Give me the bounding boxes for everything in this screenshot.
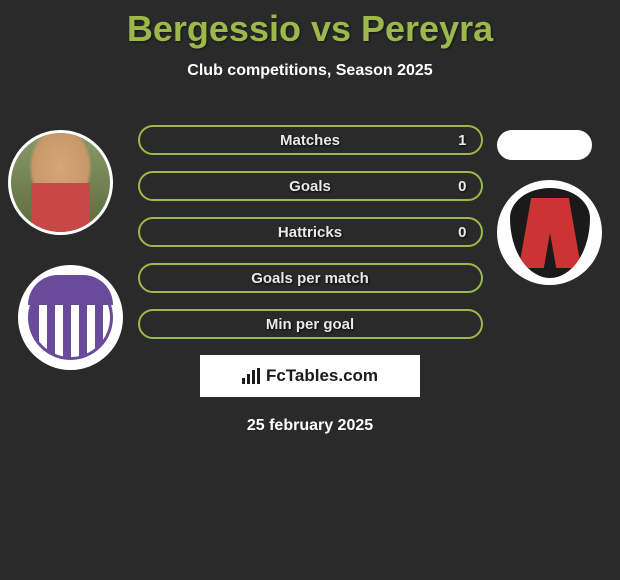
- stat-row-goals: Goals 0: [138, 171, 483, 201]
- stat-value-right: 0: [458, 224, 466, 241]
- player-right-avatar: [497, 130, 592, 160]
- stat-row-hattricks: Hattricks 0: [138, 217, 483, 247]
- stat-label: Goals per match: [251, 270, 369, 287]
- stat-row-matches: Matches 1: [138, 125, 483, 155]
- page-title: Bergessio vs Pereyra: [0, 0, 620, 50]
- player-left-avatar: [8, 130, 113, 235]
- stat-label: Hattricks: [278, 224, 342, 241]
- stat-label: Matches: [280, 132, 340, 149]
- date-text: 25 february 2025: [138, 417, 483, 435]
- stat-label: Goals: [289, 178, 331, 195]
- fctables-badge[interactable]: FcTables.com: [200, 355, 420, 397]
- tristan-suarez-logo-icon: [28, 275, 113, 360]
- page-subtitle: Club competitions, Season 2025: [0, 62, 620, 80]
- stats-container: Matches 1 Goals 0 Hattricks 0 Goals per …: [138, 110, 483, 435]
- stat-label: Min per goal: [266, 316, 354, 333]
- stat-row-goals-per-match: Goals per match: [138, 263, 483, 293]
- stat-value-right: 1: [458, 132, 466, 149]
- content-area: Matches 1 Goals 0 Hattricks 0 Goals per …: [0, 110, 620, 435]
- player-face-icon: [11, 133, 110, 232]
- chart-icon: [242, 368, 262, 384]
- fctables-text: FcTables.com: [266, 366, 378, 386]
- club-logo-left: [18, 265, 123, 370]
- stat-row-min-per-goal: Min per goal: [138, 309, 483, 339]
- cap-logo-icon: [510, 188, 590, 278]
- stat-value-right: 0: [458, 178, 466, 195]
- club-logo-right: [497, 180, 602, 285]
